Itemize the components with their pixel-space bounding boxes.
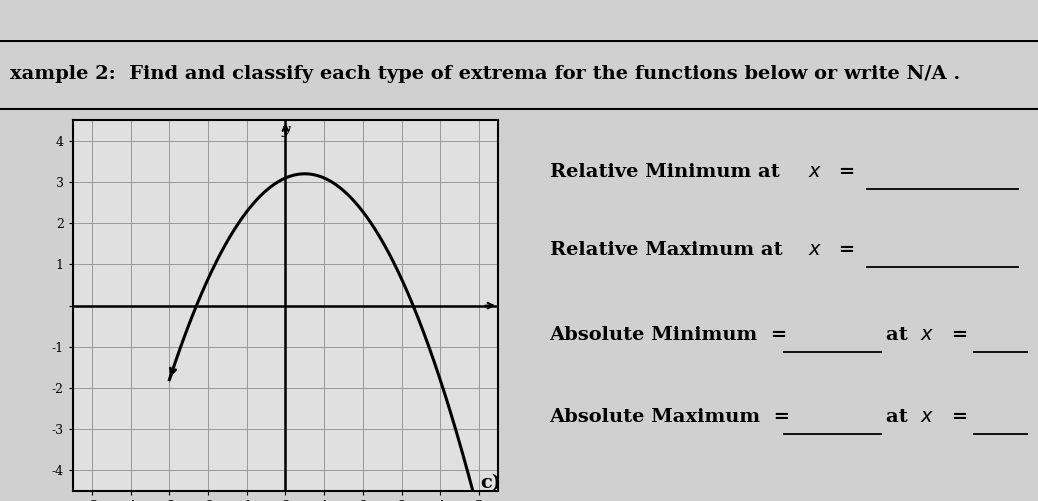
Text: Absolute Minimum  =: Absolute Minimum = bbox=[549, 326, 788, 344]
Text: =: = bbox=[832, 241, 855, 259]
Text: =: = bbox=[832, 163, 855, 181]
Text: $x$: $x$ bbox=[921, 326, 934, 344]
Text: at: at bbox=[886, 326, 914, 344]
Text: at: at bbox=[886, 408, 914, 426]
Text: Relative Maximum at: Relative Maximum at bbox=[549, 241, 789, 259]
Text: $x$: $x$ bbox=[921, 408, 934, 426]
Text: =: = bbox=[945, 326, 967, 344]
Text: Absolute Maximum  =: Absolute Maximum = bbox=[549, 408, 791, 426]
Text: $x$: $x$ bbox=[808, 163, 822, 181]
Text: xample 2:  Find and classify each type of extrema for the functions below or wri: xample 2: Find and classify each type of… bbox=[10, 65, 960, 83]
Text: $x$: $x$ bbox=[808, 241, 822, 259]
Text: c): c) bbox=[480, 474, 501, 492]
Text: Relative Minimum at: Relative Minimum at bbox=[549, 163, 786, 181]
Text: y: y bbox=[282, 123, 291, 137]
Text: =: = bbox=[945, 408, 967, 426]
